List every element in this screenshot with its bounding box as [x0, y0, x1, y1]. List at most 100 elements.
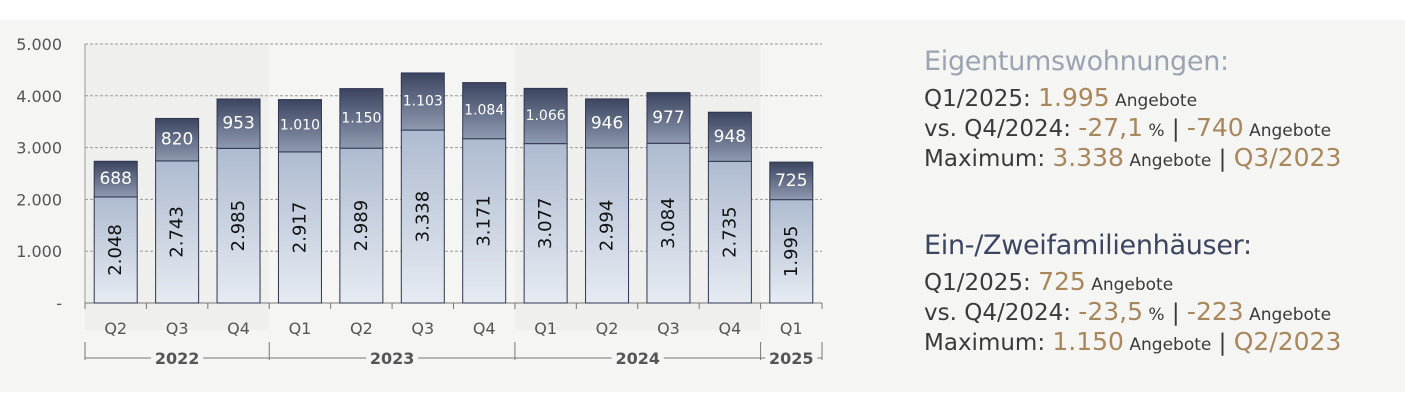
- condo-max-unit: Angebote: [1123, 151, 1212, 171]
- bar-condo: [155, 160, 200, 304]
- bar-house: [93, 160, 138, 198]
- condo-stats: Eigentumswohnungen: Q1/2025: 1.995 Angeb…: [924, 46, 1341, 174]
- y-tick-label: 2.000: [16, 190, 62, 209]
- x-tick-label: Q1: [289, 319, 312, 338]
- bar-house: [707, 111, 752, 162]
- bar-condo-label: 3.077: [535, 198, 556, 250]
- house-change-prefix: vs. Q4/2024:: [924, 300, 1079, 326]
- bar-house-label: 953: [222, 114, 254, 134]
- condo-current-value: 1.995: [1038, 83, 1110, 112]
- y-tick-label: 3.000: [16, 139, 62, 158]
- bar-condo: [277, 151, 322, 304]
- house-max-sep: |: [1211, 330, 1234, 356]
- house-current-unit: Angebote: [1085, 275, 1174, 295]
- condo-max-line: Maximum: 3.338 Angebote | Q3/2023: [924, 144, 1341, 174]
- house-current-line: Q1/2025: 725 Angebote: [924, 268, 1341, 298]
- condo-change-prefix: vs. Q4/2024:: [924, 116, 1079, 142]
- chart-panel: 5.000 4.000 3.000 2.000 1.000 - 2.048 688 2.743…: [0, 20, 1405, 392]
- x-tick-label: Q4: [473, 319, 496, 338]
- bar-house-label: 1.010: [280, 118, 320, 134]
- house-heading: Ein-/Zweifamilienhäuser:: [924, 230, 1252, 261]
- stacked-bar-chart: 5.000 4.000 3.000 2.000 1.000 - 2.048 688 2.743…: [16, 35, 823, 368]
- house-max-value: 1.150: [1052, 327, 1124, 356]
- bar-condo: [216, 147, 261, 304]
- condo-current-line: Q1/2025: 1.995 Angebote: [924, 84, 1341, 114]
- house-max-prefix: Maximum:: [924, 330, 1053, 356]
- bar-condo-label: 2.994: [597, 200, 618, 252]
- condo-current-prefix: Q1/2025:: [924, 86, 1039, 112]
- bar-house: [339, 88, 384, 149]
- bar-condo: [585, 147, 630, 304]
- bar-house: [155, 117, 200, 162]
- x-tick-label: Q1: [534, 319, 557, 338]
- condo-max-value: 3.338: [1052, 143, 1124, 172]
- bar-house-label: 688: [99, 169, 131, 189]
- condo-max-period: Q3/2023: [1233, 143, 1342, 172]
- x-tick-label: Q4: [718, 319, 741, 338]
- bar-condo: [93, 196, 138, 304]
- y-tick-label: -: [56, 294, 62, 313]
- x-tick-label: Q3: [657, 319, 680, 338]
- bar-house-label: 1.066: [526, 108, 566, 124]
- year-label: 2023: [370, 349, 415, 368]
- bar-house: [585, 98, 630, 149]
- house-stats: Ein-/Zweifamilienhäuser: Q1/2025: 725 An…: [924, 230, 1341, 358]
- bar-condo-label: 2.989: [351, 200, 372, 252]
- bar-condo-label: 1.995: [781, 226, 802, 278]
- bar-condo-label: 2.985: [228, 200, 249, 252]
- bar-house-label: 1.150: [341, 110, 381, 126]
- bar-house-label: 820: [161, 130, 193, 150]
- bar-condo-label: 3.171: [474, 195, 495, 247]
- condo-change-pct-unit: %: [1142, 121, 1165, 141]
- bar-house-label: 1.084: [464, 103, 504, 119]
- x-tick-label: Q4: [227, 319, 250, 338]
- bar-condo-label: 2.735: [719, 206, 740, 258]
- house-change-line: vs. Q4/2024: -23,5 % | -223 Angebote: [924, 298, 1341, 328]
- bar-condo-label: 2.048: [105, 224, 126, 276]
- bar-condo: [769, 199, 814, 304]
- bar-condo: [339, 147, 384, 304]
- house-change-abs: -223: [1186, 297, 1244, 326]
- x-tick-label: Q2: [596, 319, 619, 338]
- bar-house-label: 948: [714, 127, 746, 147]
- bar-house: [216, 98, 261, 149]
- house-current-prefix: Q1/2025:: [924, 270, 1039, 296]
- bar-house: [769, 161, 814, 201]
- x-tick-label: Q3: [166, 319, 189, 338]
- condo-change-unit: Angebote: [1243, 121, 1332, 141]
- condo-max-sep: |: [1211, 146, 1234, 172]
- house-current-value: 725: [1038, 267, 1086, 296]
- bar-house: [523, 87, 568, 145]
- house-max-unit: Angebote: [1123, 335, 1212, 355]
- bar-house-label: 725: [775, 171, 807, 191]
- condo-max-prefix: Maximum:: [924, 146, 1053, 172]
- bar-condo-label: 2.743: [167, 206, 188, 258]
- bar-house: [462, 82, 507, 140]
- bar-condo: [523, 143, 568, 304]
- x-tick-label: Q2: [350, 319, 373, 338]
- house-change-pct: -23,5: [1078, 297, 1143, 326]
- year-label: 2022: [155, 349, 200, 368]
- condo-change-abs: -740: [1186, 113, 1244, 142]
- bar-condo-label: 3.084: [658, 197, 679, 249]
- bar-house: [277, 99, 322, 153]
- bar-condo-label: 3.338: [412, 191, 433, 243]
- bar-house-label: 977: [652, 108, 684, 128]
- condo-change-sep: |: [1164, 116, 1187, 142]
- bar-condo: [707, 160, 752, 304]
- bar-condo: [400, 129, 445, 304]
- house-change-pct-unit: %: [1142, 305, 1165, 325]
- condo-change-line: vs. Q4/2024: -27,1 % | -740 Angebote: [924, 114, 1341, 144]
- condo-heading: Eigentumswohnungen:: [924, 46, 1229, 77]
- bar-house-label: 946: [591, 113, 623, 133]
- condo-current-unit: Angebote: [1109, 91, 1198, 111]
- house-max-line: Maximum: 1.150 Angebote | Q2/2023: [924, 328, 1341, 358]
- house-change-unit: Angebote: [1243, 305, 1332, 325]
- bar-house-label: 1.103: [403, 94, 443, 110]
- year-label: 2025: [769, 349, 814, 368]
- condo-change-pct: -27,1: [1078, 113, 1143, 142]
- bar-house: [400, 72, 445, 131]
- bar-house: [646, 92, 691, 144]
- house-change-sep: |: [1164, 300, 1187, 326]
- bar-condo-label: 2.917: [289, 202, 310, 254]
